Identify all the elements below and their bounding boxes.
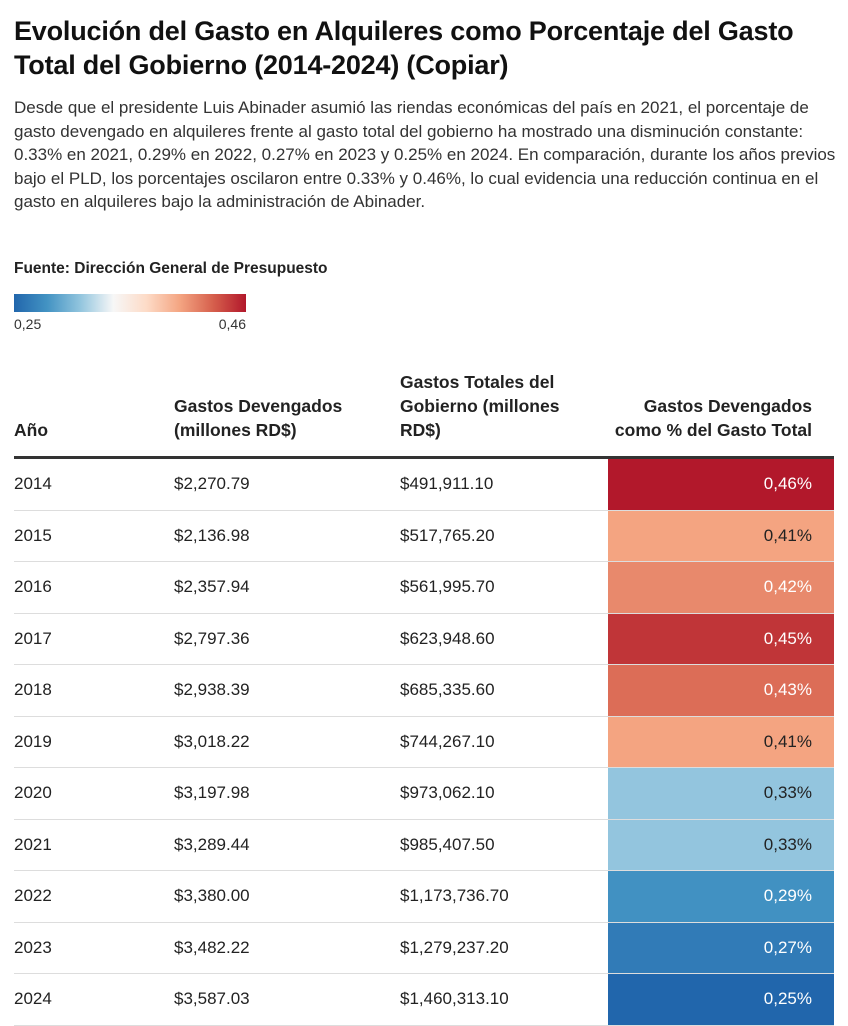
header-year: Año [14,420,49,440]
cell-percentage: 0,46% [608,459,834,510]
source-note: Fuente: Dirección General de Presupuesto [14,260,328,277]
table-row: 2014 $2,270.79 $491,911.10 0,46% [14,459,834,511]
header-devengados: Gastos Devengados (millones RD$) [174,396,343,440]
table-row: 2017 $2,797.36 $623,948.60 0,45% [14,613,834,665]
cell-totales: $517,765.20 [400,525,495,545]
cell-year: 2021 [14,834,52,854]
cell-percentage: 0,43% [608,665,834,716]
cell-totales: $1,173,736.70 [400,886,509,906]
cell-year: 2014 [14,474,52,494]
cell-percentage: 0,33% [608,819,834,870]
table-row: 2018 $2,938.39 $685,335.60 0,43% [14,665,834,717]
legend-gradient-bar [14,294,246,312]
table-row: 2019 $3,018.22 $744,267.10 0,41% [14,716,834,768]
table-row: 2022 $3,380.00 $1,173,736.70 0,29% [14,871,834,923]
cell-totales: $1,279,237.20 [400,937,509,957]
cell-totales: $491,911.10 [400,474,494,494]
cell-year: 2019 [14,731,52,751]
cell-year: 2023 [14,937,52,957]
cell-percentage: 0,27% [608,922,834,973]
cell-devengados: $3,197.98 [174,783,250,803]
chart-description: Desde que el presidente Luis Abinader as… [14,98,836,211]
cell-devengados: $3,587.03 [174,989,250,1009]
table-row: 2020 $3,197.98 $973,062.10 0,33% [14,768,834,820]
header-totales: Gastos Totales del Gobierno (millones RD… [400,372,560,440]
cell-devengados: $2,797.36 [174,628,250,648]
cell-totales: $685,335.60 [400,680,495,700]
cell-devengados: $3,018.22 [174,731,250,751]
table-row: 2015 $2,136.98 $517,765.20 0,41% [14,510,834,562]
cell-percentage: 0,45% [608,613,834,664]
cell-percentage: 0,41% [608,716,834,767]
cell-year: 2020 [14,783,52,803]
table-row: 2016 $2,357.94 $561,995.70 0,42% [14,562,834,614]
cell-year: 2017 [14,628,52,648]
table-row: 2023 $3,482.22 $1,279,237.20 0,27% [14,922,834,974]
cell-devengados: $3,380.00 [174,886,250,906]
table-row: 2024 $3,587.03 $1,460,313.10 0,25% [14,974,834,1026]
cell-devengados: $2,938.39 [174,680,250,700]
color-legend: 0,25 0,46 [14,294,246,334]
cell-totales: $561,995.70 [400,577,495,597]
legend-max-label: 0,46 [218,316,246,332]
cell-percentage: 0,41% [608,510,834,561]
cell-devengados: $3,289.44 [174,834,250,854]
header-percentage: Gastos Devengados como % del Gasto Total [614,396,812,440]
table-header: Año Gastos Devengados (millones RD$) Gas… [14,360,834,459]
cell-devengados: $2,270.79 [174,474,250,494]
cell-year: 2016 [14,577,52,597]
data-table: Año Gastos Devengados (millones RD$) Gas… [14,360,834,1026]
cell-percentage: 0,25% [608,974,834,1025]
chart-title: Evolución del Gasto en Alquileres como P… [14,16,794,80]
cell-devengados: $3,482.22 [174,937,250,957]
table-body: 2014 $2,270.79 $491,911.10 0,46% 2015 $2,136.… [14,459,834,1026]
cell-percentage: 0,29% [608,871,834,922]
cell-devengados: $2,357.94 [174,577,250,597]
table-row: 2021 $3,289.44 $985,407.50 0,33% [14,819,834,871]
cell-year: 2022 [14,886,52,906]
cell-year: 2024 [14,989,52,1009]
cell-totales: $1,460,313.10 [400,989,509,1009]
cell-percentage: 0,33% [608,768,834,819]
cell-year: 2018 [14,680,52,700]
cell-totales: $973,062.10 [400,783,495,803]
cell-year: 2015 [14,525,52,545]
cell-devengados: $2,136.98 [174,525,250,545]
cell-totales: $623,948.60 [400,628,495,648]
cell-totales: $985,407.50 [400,834,495,854]
cell-percentage: 0,42% [608,562,834,613]
legend-min-label: 0,25 [14,316,42,332]
cell-totales: $744,267.10 [400,731,495,751]
